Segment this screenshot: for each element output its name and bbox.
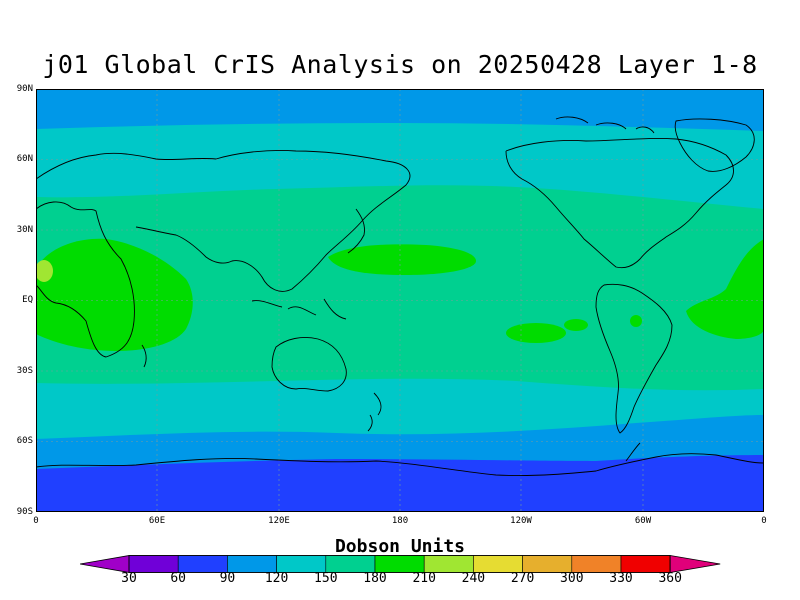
- colorbar-cell: [177, 555, 228, 573]
- coast-asia: [135, 150, 411, 292]
- band-210-pacific: [328, 244, 476, 275]
- band-60-antarctica: [36, 455, 764, 512]
- lon-label-120w: 120W: [510, 516, 532, 526]
- band-210-spot2: [564, 319, 588, 331]
- colorbar-label: 360: [658, 571, 682, 586]
- lat-label-60n: 60N: [16, 154, 33, 164]
- colorbar-label: 270: [510, 571, 535, 586]
- map-border: [36, 89, 764, 512]
- colorbar-label: 30: [121, 571, 137, 586]
- colorbar-arrow-low: [80, 555, 130, 573]
- colorbar-cell: [620, 555, 671, 573]
- colorbar-label: 330: [609, 571, 633, 586]
- colorbar-label: 60: [170, 571, 187, 586]
- coast-indonesia: [251, 298, 347, 320]
- colorbar-label: 150: [314, 571, 338, 586]
- ozone-map: [36, 89, 764, 512]
- colorbar-cell: [473, 555, 523, 573]
- colorbar-cell: [227, 555, 277, 573]
- lat-label-eq: EQ: [22, 295, 33, 305]
- lon-label-180: 180: [391, 516, 409, 526]
- colorbar-cell: [374, 555, 425, 573]
- lon-label-360: 0: [761, 516, 767, 526]
- coast-antarctica: [36, 453, 764, 476]
- coast-greenland: [674, 118, 755, 172]
- lon-label-120e: 120E: [268, 516, 290, 526]
- colorbar-label: 180: [363, 571, 387, 586]
- lat-label-60s: 60S: [16, 436, 33, 446]
- coast-europe-north: [36, 152, 217, 180]
- colorbar-outline: [128, 555, 671, 573]
- map-title: j01 Global CrIS Analysis on 20250428 Lay…: [42, 50, 758, 79]
- coast-australia: [271, 336, 347, 392]
- band-210-africa: [36, 238, 193, 351]
- colorbar-title: Dobson Units: [334, 536, 466, 557]
- coast-new-zealand: [367, 392, 382, 432]
- colorbar-cell: [522, 555, 573, 573]
- colorbar-cell: [276, 555, 327, 573]
- colorbar-label: 240: [461, 571, 486, 586]
- lat-label-90n: 90N: [16, 84, 33, 94]
- lon-label-0: 0: [33, 516, 39, 526]
- colorbar-label: 210: [412, 571, 436, 586]
- band-240-spot: [36, 260, 53, 282]
- lat-label-90s: 90S: [16, 507, 33, 517]
- lat-label-30n: 30N: [16, 225, 33, 235]
- lon-label-60w: 60W: [634, 516, 652, 526]
- band-210-spot1: [506, 323, 566, 343]
- coast-north-america: [505, 137, 734, 269]
- colorbar-arrow-high: [669, 555, 721, 573]
- colorbar-cell: [128, 555, 179, 573]
- coast-madagascar: [141, 344, 147, 368]
- colorbar: [80, 555, 721, 573]
- lat-label-30s: 30S: [16, 366, 33, 376]
- coast-japan: [347, 208, 365, 254]
- band-210-spot3: [630, 315, 642, 327]
- coast-arctic-islands: [555, 116, 655, 134]
- colorbar-label: 300: [560, 571, 584, 586]
- lon-label-60e: 60E: [148, 516, 166, 526]
- colorbar-cell: [571, 555, 622, 573]
- colorbar-label: 120: [264, 571, 289, 586]
- coast-south-america: [595, 283, 673, 434]
- colorbar-label: 90: [219, 571, 236, 586]
- colorbar-cell: [325, 555, 376, 573]
- band-210-atlantic: [686, 239, 764, 339]
- colorbar-cell: [423, 555, 474, 573]
- coast-antarctic-peninsula: [625, 442, 641, 462]
- coast-africa-europe: [36, 201, 135, 358]
